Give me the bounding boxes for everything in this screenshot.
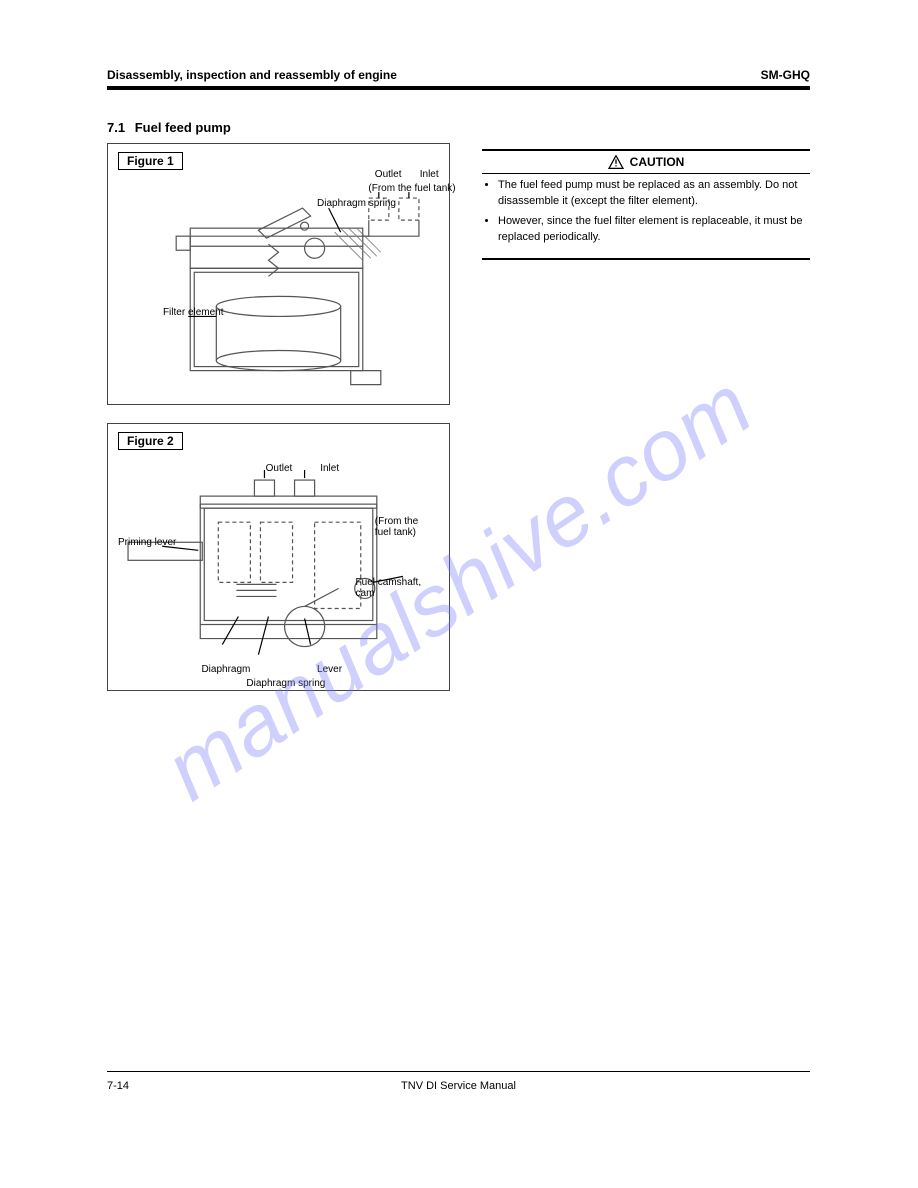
callout-priming-lever: Priming lever bbox=[118, 537, 176, 548]
callout-lever: Lever bbox=[317, 664, 342, 675]
callout-outlet-1: Outlet bbox=[375, 169, 402, 180]
header-right: SM-GHQ bbox=[761, 68, 810, 82]
callout-diaphragm-spring-1: Diaphragm spring bbox=[317, 198, 396, 209]
figure-1-svg bbox=[118, 176, 439, 395]
figure-2-box: Figure 2 bbox=[107, 423, 450, 691]
page: Disassembly, inspection and reassembly o… bbox=[0, 0, 918, 1188]
figure-1-box: Figure 1 bbox=[107, 143, 450, 405]
caution-box: CAUTION The fuel feed pump must be repla… bbox=[482, 149, 810, 260]
callout-diaphragm-spring-2: Diaphragm spring bbox=[246, 678, 325, 689]
section-number: 7.1 bbox=[107, 120, 125, 135]
figure-1-area: Filter element Diaphragm spring Outlet I… bbox=[118, 176, 439, 394]
callout-from-tank-1: (From the fuel tank) bbox=[368, 183, 455, 194]
right-column: CAUTION The fuel feed pump must be repla… bbox=[482, 143, 810, 709]
section-name: Fuel feed pump bbox=[135, 120, 231, 135]
section-title: 7.1 Fuel feed pump bbox=[107, 120, 810, 135]
caution-heading-row: CAUTION bbox=[482, 151, 810, 173]
caution-heading: CAUTION bbox=[630, 155, 685, 169]
two-column-body: Figure 1 bbox=[107, 143, 810, 709]
caution-body: The fuel feed pump must be replaced as a… bbox=[482, 174, 810, 258]
warning-triangle-icon bbox=[608, 155, 624, 169]
page-content: Disassembly, inspection and reassembly o… bbox=[107, 68, 810, 1120]
callout-diaphragm: Diaphragm bbox=[201, 664, 250, 675]
figure-2-svg bbox=[118, 456, 439, 681]
figure-2-label: Figure 2 bbox=[118, 432, 183, 450]
callout-fuel-camshaft: Fuel camshaft, cam bbox=[356, 577, 426, 599]
footer-center: TNV DI Service Manual bbox=[107, 1080, 810, 1092]
figure-2-area: Priming lever Diaphragm Diaphragm spring… bbox=[118, 456, 439, 680]
left-column: Figure 1 bbox=[107, 143, 450, 709]
header-left: Disassembly, inspection and reassembly o… bbox=[107, 68, 397, 82]
running-header: Disassembly, inspection and reassembly o… bbox=[107, 68, 810, 82]
footer-center-text: TNV DI Service Manual bbox=[401, 1080, 516, 1092]
caution-bullet: However, since the fuel filter element i… bbox=[498, 214, 808, 246]
caution-bullet: The fuel feed pump must be replaced as a… bbox=[498, 178, 808, 210]
callout-inlet-2: Inlet bbox=[320, 463, 339, 474]
footer-rule bbox=[107, 1071, 810, 1072]
figure-1-label: Figure 1 bbox=[118, 152, 183, 170]
callout-inlet-1: Inlet bbox=[420, 169, 439, 180]
caution-bottom-rule bbox=[482, 258, 810, 260]
callout-from-tank-2: (From the fuel tank) bbox=[375, 516, 429, 538]
callout-outlet-2: Outlet bbox=[266, 463, 293, 474]
callout-filter-element: Filter element bbox=[163, 307, 224, 318]
header-rule bbox=[107, 86, 810, 90]
